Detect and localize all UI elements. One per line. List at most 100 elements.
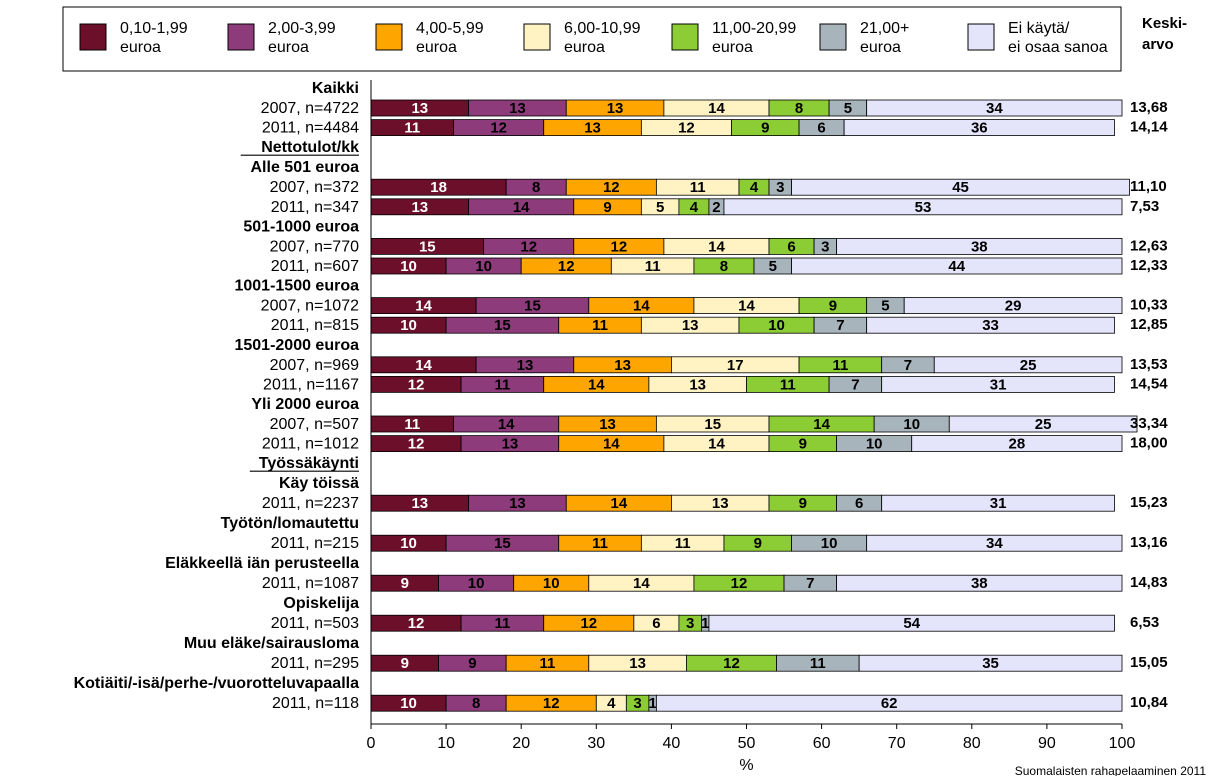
legend-entry-label: 21,00+	[860, 20, 909, 37]
bar-value-label: 12	[543, 695, 560, 712]
group-heading: Kaikki	[312, 80, 359, 97]
legend-swatch	[671, 23, 699, 51]
bar-row: 2011, n=347 13 14 9 5 4 2 53 7,53	[271, 198, 1159, 216]
bar-value-label: 17	[727, 357, 744, 374]
row-label: 2011, n=4484	[262, 120, 359, 137]
x-tick-label: 100	[1109, 735, 1136, 752]
group-label: Yli 2000 euroa	[251, 396, 359, 413]
bar-value-label: 15	[704, 416, 721, 433]
row-label: 2011, n=347	[271, 199, 359, 216]
bar-value-label: 11	[690, 179, 706, 196]
bar-row: 2011, n=215 10 15 11 11 9 10 34 13,16	[271, 534, 1168, 552]
bar-value-label: 5	[769, 258, 777, 275]
group-heading: Eläkkeellä iän perusteella	[165, 555, 359, 572]
group-label: 501-1000 euroa	[243, 218, 359, 235]
bar-value-label: 10	[866, 436, 883, 453]
legend-entry-label: Ei käytä/	[1008, 20, 1070, 37]
bar-row: 2007, n=969 14 13 13 17 11 7 25 13,53	[270, 356, 1168, 374]
bar-value-label: 15	[419, 238, 436, 255]
row-label: 2011, n=503	[271, 615, 359, 632]
legend-entry-label: 11,00-20,99	[712, 20, 796, 37]
group-label: Eläkkeellä iän perusteella	[165, 555, 359, 572]
bar-value-label: 13	[584, 120, 601, 137]
bar-value-label: 5	[656, 199, 664, 216]
x-tick-label: 50	[738, 735, 756, 752]
group-label: 1501-2000 euroa	[234, 337, 359, 354]
row-average: 7,53	[1130, 198, 1159, 215]
bar-value-label: 33	[982, 317, 999, 334]
bar-value-label: 10	[475, 258, 492, 275]
bar-segment	[836, 237, 1123, 255]
x-tick-label: 40	[663, 735, 681, 752]
bar-value-label: 45	[952, 179, 969, 196]
bar-value-label: 8	[720, 258, 728, 275]
bar-value-label: 13	[411, 199, 428, 216]
section-heading: Nettotulot/kk	[240, 139, 359, 156]
bar-value-label: 13	[607, 100, 624, 117]
bar-value-label: 8	[795, 100, 803, 117]
bar-value-label: 12	[408, 615, 425, 632]
bar-segment	[708, 614, 1115, 632]
row-label: 2011, n=815	[271, 317, 359, 334]
group-heading: Yli 2000 euroa	[251, 396, 359, 413]
bar-value-label: 8	[532, 179, 540, 196]
bar-value-label: 13	[509, 100, 526, 117]
legend-swatch	[79, 23, 107, 51]
bar-value-label: 12	[490, 120, 507, 137]
bar-segment	[933, 356, 1123, 374]
bar-value-label: 3	[776, 179, 784, 196]
x-tick-label: 20	[512, 735, 530, 752]
bar-segment	[791, 257, 1123, 275]
bar-value-label: 12	[408, 436, 425, 453]
row-average: 12,33	[1130, 257, 1168, 274]
bar-value-label: 25	[1020, 357, 1037, 374]
bar-value-label: 1	[701, 615, 709, 632]
bar-value-label: 10	[543, 575, 560, 592]
bar-value-label: 44	[948, 258, 965, 275]
bar-value-label: 14	[708, 100, 725, 117]
legend-entry-label: euroa	[120, 39, 161, 56]
bar-value-label: 38	[971, 238, 988, 255]
bar-value-label: 1	[648, 695, 656, 712]
row-average: 14,54	[1130, 375, 1168, 392]
bar-segment	[723, 198, 1123, 216]
group-heading: Käy töissä	[279, 475, 359, 492]
bar-segment	[791, 178, 1130, 196]
bar-value-label: 11	[675, 535, 691, 552]
bar-row: 2011, n=607 10 10 12 11 8 5 44 12,33	[271, 257, 1168, 275]
bar-value-label: 34	[986, 100, 1003, 117]
bar-value-label: 13	[712, 495, 729, 512]
bar-segment	[911, 435, 1123, 453]
legend-swatch	[523, 23, 551, 51]
bar-value-label: 11	[592, 535, 608, 552]
bar-value-label: 12	[678, 120, 695, 137]
bar-value-label: 7	[836, 317, 844, 334]
row-label: 2011, n=1012	[262, 436, 359, 453]
bar-value-label: 15	[524, 298, 541, 315]
bar-value-label: 14	[513, 199, 530, 216]
bar-value-label: 14	[633, 298, 650, 315]
legend-entry-label: euroa	[564, 39, 605, 56]
bar-value-label: 11	[494, 615, 510, 632]
bar-value-label: 10	[903, 416, 920, 433]
legend-swatch	[375, 23, 403, 51]
legend-entry-label: 0,10-1,99	[120, 20, 188, 37]
bar-value-label: 53	[915, 199, 932, 216]
bar-row: 2011, n=295 9 9 11 13 12 11 35 15,05	[271, 654, 1168, 672]
bar-value-label: 4	[690, 199, 699, 216]
bar-value-label: 11	[780, 376, 796, 393]
bar-value-label: 9	[799, 436, 807, 453]
bar-value-label: 9	[754, 535, 762, 552]
bar-value-label: 7	[904, 357, 912, 374]
bar-value-label: 13	[411, 495, 428, 512]
group-label: Alle 501 euroa	[251, 159, 360, 176]
row-label: 2007, n=1072	[261, 298, 359, 315]
row-average: 14,83	[1130, 574, 1168, 591]
average-header-line: Keski-	[1142, 15, 1187, 32]
bar-value-label: 11	[645, 258, 661, 275]
group-heading: 1501-2000 euroa	[234, 337, 359, 354]
bar-value-label: 3	[686, 615, 694, 632]
x-tick-label: 90	[1038, 735, 1056, 752]
bar-value-label: 29	[1005, 298, 1022, 315]
average-column-header: Keski-arvo	[1142, 15, 1187, 53]
